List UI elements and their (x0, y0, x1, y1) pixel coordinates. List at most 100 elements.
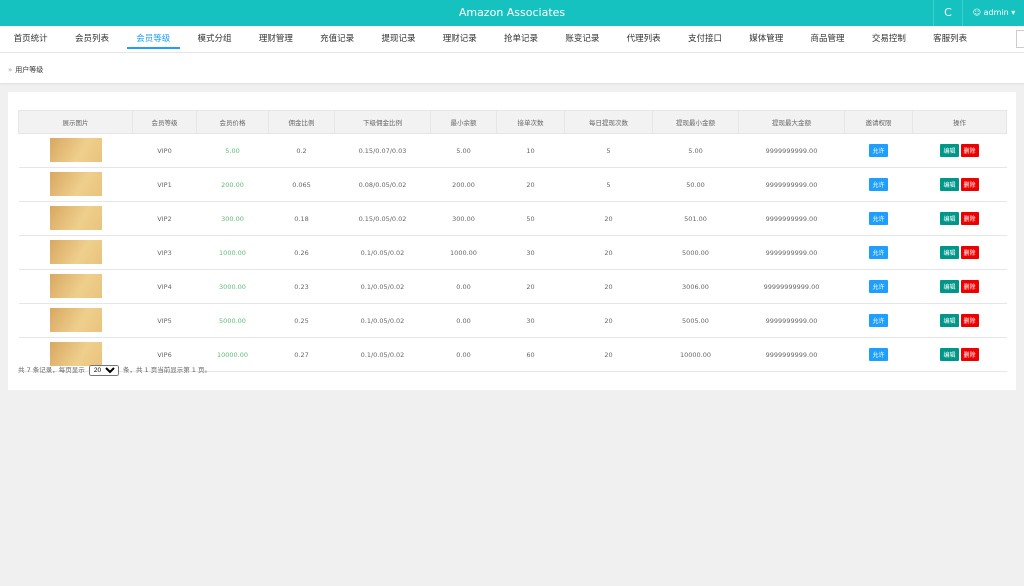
cell: 0.2 (268, 133, 335, 168)
app-title: Amazon Associates (458, 6, 566, 19)
nav-tab[interactable]: 支付接口 (687, 34, 722, 44)
cell: 5000.00 (652, 235, 739, 270)
column-header: 提现最小金额 (652, 110, 739, 134)
delete-button[interactable]: 删除 (960, 144, 979, 157)
nav-tab[interactable]: 代理列表 (626, 34, 661, 44)
table-row: VIP3 1000.00 0.26 0.1/0.05/0.02 1000.00 30 20 5… (18, 235, 1007, 270)
invite-badge[interactable]: 允许 (869, 246, 888, 259)
column-header: 会员等级 (132, 110, 197, 134)
cell: 300.00 (430, 201, 497, 236)
scroll-button[interactable] (1016, 30, 1024, 48)
nav-tab[interactable]: 理财管理 (258, 34, 293, 44)
delete-button[interactable]: 删除 (960, 212, 979, 225)
nav-tab[interactable]: 商品管理 (810, 34, 845, 44)
delete-button[interactable]: 删除 (960, 246, 979, 259)
cell: 0.25 (268, 303, 335, 338)
cell: 0.1/0.05/0.02 (334, 303, 431, 338)
cell: 9999999999.00 (738, 303, 845, 338)
actions-cell: 编辑 删除 (912, 269, 1007, 304)
nav-tab[interactable]: 模式分组 (197, 34, 232, 44)
image-cell (18, 201, 133, 236)
cell: 0.27 (268, 337, 335, 372)
cell: 20 (564, 201, 653, 236)
cell: 50 (496, 201, 565, 236)
table-row: VIP1 200.00 0.065 0.08/0.05/0.02 200.00 20 5 50… (18, 167, 1007, 202)
edit-button[interactable]: 编辑 (940, 212, 959, 225)
edit-button[interactable]: 编辑 (940, 314, 959, 327)
cell: 0.18 (268, 201, 335, 236)
nav-tab[interactable]: 会员列表 (74, 34, 109, 44)
image-cell (18, 303, 133, 338)
edit-button[interactable]: 编辑 (940, 144, 959, 157)
nav-tab[interactable]: 首页统计 (13, 34, 48, 44)
cell: VIP2 (132, 201, 197, 236)
cell: 0.1/0.05/0.02 (334, 337, 431, 372)
cell: 30 (496, 235, 565, 270)
level-image (49, 273, 102, 298)
delete-button[interactable]: 删除 (960, 280, 979, 293)
invite-badge[interactable]: 允许 (869, 314, 888, 327)
page-size-select[interactable]: 20 (88, 365, 119, 376)
edit-button[interactable]: 编辑 (940, 178, 959, 191)
cell: 30 (496, 303, 565, 338)
cell: 20 (564, 303, 653, 338)
column-header: 每日提现次数 (564, 110, 653, 134)
edit-button[interactable]: 编辑 (940, 348, 959, 361)
cell: 20 (564, 337, 653, 372)
edit-button[interactable]: 编辑 (940, 280, 959, 293)
column-header: 接单次数 (496, 110, 565, 134)
nav-tab[interactable]: 理财记录 (442, 34, 477, 44)
user-menu[interactable]: ☺ admin ▾ (962, 0, 1024, 26)
refresh-button[interactable]: C (933, 0, 962, 26)
nav-tab[interactable]: 会员等级 (123, 26, 184, 52)
column-header: 邀请权限 (844, 110, 913, 134)
cell: 0.15/0.05/0.02 (334, 201, 431, 236)
tab-bar: 首页统计 会员列表 会员等级 模式分组 理财管理 充值记录 提现记录 理财记录 抢单记录 账变记录… (0, 26, 1024, 53)
level-image (49, 171, 102, 196)
nav-tab[interactable]: 账变记录 (565, 34, 600, 44)
nav-tab[interactable]: 提现记录 (381, 34, 416, 44)
cell: 0.00 (430, 269, 497, 304)
column-header: 佣金比例 (268, 110, 335, 134)
breadcrumb-current: 用户等级 (15, 66, 44, 74)
column-header: 操作 (912, 110, 1007, 134)
edit-button[interactable]: 编辑 (940, 246, 959, 259)
cell: 0.23 (268, 269, 335, 304)
footer-text: 共 7 条记录，每页显示 (18, 366, 85, 374)
user-name: admin (983, 8, 1009, 17)
cell: 60 (496, 337, 565, 372)
cell: VIP6 (132, 337, 197, 372)
invite-badge[interactable]: 允许 (869, 144, 888, 157)
delete-button[interactable]: 删除 (960, 178, 979, 191)
cell: 1000.00 (196, 235, 269, 270)
invite-badge[interactable]: 允许 (869, 348, 888, 361)
cell: VIP0 (132, 133, 197, 168)
nav-tab[interactable]: 客服列表 (933, 34, 968, 44)
cell: 0.1/0.05/0.02 (334, 235, 431, 270)
cell: 9999999999.00 (738, 235, 845, 270)
cell: 20 (496, 269, 565, 304)
invite-cell: 允许 (844, 337, 913, 372)
delete-button[interactable]: 删除 (960, 348, 979, 361)
nav-tab[interactable]: 媒体管理 (749, 34, 784, 44)
invite-cell: 允许 (844, 269, 913, 304)
actions-cell: 编辑 删除 (912, 133, 1007, 168)
cell: 10000.00 (196, 337, 269, 372)
nav-tab[interactable]: 交易控制 (871, 34, 906, 44)
nav-tab[interactable]: 抢单记录 (504, 34, 539, 44)
level-image (49, 307, 102, 332)
cell: 0.00 (430, 303, 497, 338)
cell: 0.08/0.05/0.02 (334, 167, 431, 202)
cell: 300.00 (196, 201, 269, 236)
delete-button[interactable]: 删除 (960, 314, 979, 327)
table-row: VIP2 300.00 0.18 0.15/0.05/0.02 300.00 50 20 50… (18, 201, 1007, 236)
column-header: 下级佣金比例 (334, 110, 431, 134)
cell: 0.065 (268, 167, 335, 202)
cell: 9999999999.00 (738, 337, 845, 372)
nav-tab[interactable]: 充值记录 (320, 34, 355, 44)
invite-badge[interactable]: 允许 (869, 178, 888, 191)
cell: 5005.00 (652, 303, 739, 338)
column-header: 会员价格 (196, 110, 269, 134)
invite-badge[interactable]: 允许 (869, 212, 888, 225)
invite-badge[interactable]: 允许 (869, 280, 888, 293)
